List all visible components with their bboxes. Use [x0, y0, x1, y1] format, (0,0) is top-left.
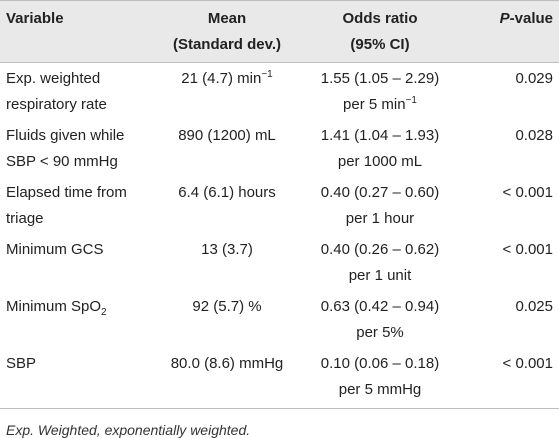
header-p-value: P-value: [460, 0, 559, 63]
cell-variable: SBP: [0, 348, 154, 409]
odds-ratio-value: 1.41 (1.04 – 1.93): [320, 127, 440, 144]
header-or-line1: Odds ratio: [342, 10, 418, 27]
cell-odds-ratio: 0.63 (0.42 – 0.94) per 5%: [300, 291, 460, 348]
odds-ratio-unit-text: per 5 min: [343, 96, 406, 113]
odds-ratio-unit: per 5 min−1: [306, 92, 454, 118]
header-or-line2: (95% CI): [350, 36, 410, 53]
odds-ratio-unit-superscript: −1: [405, 95, 417, 106]
cell-odds-ratio: 0.10 (0.06 – 0.18) per 5 mmHg: [300, 348, 460, 409]
cell-variable: Exp. weighted respiratory rate: [0, 63, 154, 121]
odds-ratio-value: 1.55 (1.05 – 2.29): [320, 70, 440, 87]
odds-ratio-unit: per 1 unit: [348, 267, 412, 284]
cell-mean: 80.0 (8.6) mmHg: [154, 348, 300, 409]
odds-ratio-unit: per 1000 mL: [337, 153, 423, 170]
variable-line1: Exp. weighted: [6, 70, 101, 87]
table-row: Elapsed time from triage 6.4 (6.1) hours…: [0, 177, 559, 234]
table-row: Fluids given while SBP < 90 mmHg 890 (12…: [0, 120, 559, 177]
cell-variable: Fluids given while SBP < 90 mmHg: [0, 120, 154, 177]
cell-mean: 13 (3.7): [201, 241, 253, 258]
table-row: Minimum SpO2 92 (5.7) % 0.63 (0.42 – 0.9…: [0, 291, 559, 348]
header-mean-line2: (Standard dev.): [172, 36, 282, 53]
odds-ratio-unit: per 5%: [356, 324, 404, 341]
header-mean: Mean (Standard dev.): [154, 0, 300, 63]
header-row: Variable Mean (Standard dev.) Odds ratio…: [0, 0, 559, 63]
variable-line1: Minimum GCS: [6, 241, 104, 258]
cell-p-value: 0.025: [515, 298, 553, 315]
cell-p-value: < 0.001: [460, 348, 559, 409]
variable-line2: triage: [6, 210, 44, 227]
cell-odds-ratio: 0.40 (0.26 – 0.62) per 1 unit: [300, 234, 460, 291]
cell-variable: Elapsed time from triage: [0, 177, 154, 234]
variable-line1: Fluids given while: [6, 127, 125, 144]
odds-ratio-table: Variable Mean (Standard dev.) Odds ratio…: [0, 0, 559, 409]
cell-p-value: 0.029: [515, 70, 553, 87]
mean-value: 21 (4.7) min: [181, 70, 262, 87]
cell-mean: 890 (1200) mL: [178, 127, 276, 144]
header-p-italic: P: [499, 10, 510, 27]
cell-mean: 21 (4.7) min−1: [154, 63, 300, 121]
cell-variable: Minimum GCS: [0, 234, 154, 291]
header-odds-ratio: Odds ratio (95% CI): [300, 0, 460, 63]
cell-mean: 92 (5.7) %: [192, 298, 262, 315]
table-row: Minimum GCS 13 (3.7) 0.40 (0.26 – 0.62) …: [0, 234, 559, 291]
variable-subscript: 2: [101, 307, 107, 318]
variable-line1: Elapsed time from: [6, 184, 127, 201]
header-p-rest: -value: [509, 10, 553, 27]
odds-ratio-value: 0.63 (0.42 – 0.94): [320, 298, 440, 315]
odds-ratio-value: 0.40 (0.26 – 0.62): [320, 241, 440, 258]
cell-variable: Minimum SpO2: [0, 291, 154, 348]
variable-line2: SBP < 90 mmHg: [6, 153, 118, 170]
odds-ratio-value: 0.10 (0.06 – 0.18): [320, 355, 440, 372]
cell-p-value: < 0.001: [502, 241, 553, 258]
table-body: Exp. weighted respiratory rate 21 (4.7) …: [0, 63, 559, 409]
table-row: Exp. weighted respiratory rate 21 (4.7) …: [0, 63, 559, 121]
variable-line1: Minimum SpO: [6, 298, 102, 315]
odds-ratio-value: 0.40 (0.27 – 0.60): [320, 184, 440, 201]
header-mean-line1: Mean: [207, 10, 247, 27]
variable-line1: SBP: [6, 355, 37, 372]
cell-mean: 6.4 (6.1) hours: [178, 184, 276, 201]
odds-ratio-unit: per 5 mmHg: [338, 381, 422, 398]
cell-p-value: < 0.001: [502, 184, 553, 201]
mean-superscript: −1: [261, 69, 273, 80]
cell-p-value: 0.028: [515, 127, 553, 144]
table-row: SBP 80.0 (8.6) mmHg 0.10 (0.06 – 0.18) p…: [0, 348, 559, 409]
variable-line2: respiratory rate: [6, 96, 107, 113]
cell-odds-ratio: 1.55 (1.05 – 2.29) per 5 min−1: [300, 63, 460, 121]
header-variable-label: Variable: [6, 10, 64, 27]
cell-odds-ratio: 0.40 (0.27 – 0.60) per 1 hour: [300, 177, 460, 234]
cell-odds-ratio: 1.41 (1.04 – 1.93) per 1000 mL: [300, 120, 460, 177]
header-variable: Variable: [0, 0, 154, 63]
odds-ratio-unit: per 1 hour: [345, 210, 415, 227]
table-header: Variable Mean (Standard dev.) Odds ratio…: [0, 0, 559, 63]
